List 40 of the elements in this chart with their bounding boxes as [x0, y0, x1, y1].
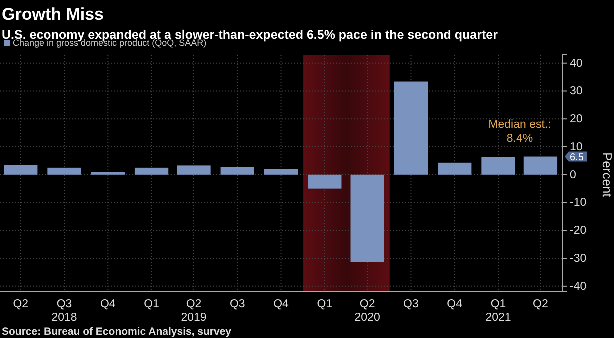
x-tick-label: Q4	[100, 298, 116, 311]
annotation: 6.5	[570, 152, 584, 164]
bar	[264, 169, 298, 175]
bar	[524, 156, 558, 175]
y-tick-label: 20	[570, 114, 583, 126]
bar	[91, 172, 125, 175]
y-tick-label: 10	[570, 141, 583, 154]
bar	[134, 168, 169, 175]
y-tick-label: -30	[570, 252, 587, 265]
source-note: Source: Bureau of Economic Analysis, survey	[2, 326, 232, 338]
bar	[394, 82, 428, 175]
x-tick-label: Q2	[533, 298, 548, 311]
x-tick-label: Q3	[230, 298, 246, 311]
x-tick-label: Q1	[144, 298, 160, 311]
bar	[482, 157, 516, 175]
x-tick-label: Q3	[404, 298, 419, 311]
y-tick-label: 0	[570, 169, 576, 182]
x-tick-label: Q2	[13, 298, 29, 311]
x-tick-label: Q1 2021	[486, 298, 512, 324]
chart-title: Growth Miss	[2, 5, 104, 24]
bar	[438, 162, 472, 175]
y-tick-label: -20	[570, 225, 587, 238]
bar	[220, 167, 254, 175]
bar	[350, 174, 384, 262]
annotation: Median est.: 8.4%	[488, 119, 552, 145]
y-tick-label: 40	[570, 58, 583, 70]
x-tick-label: Q1	[317, 298, 333, 311]
x-tick-label: Q4	[274, 298, 290, 311]
y-tick-label: 30	[570, 86, 583, 98]
y-axis-title: Percent	[600, 152, 614, 198]
x-tick-label: Q4	[447, 298, 464, 311]
bar	[177, 166, 211, 175]
x-tick-label: Q3 2018	[52, 298, 78, 324]
bar	[48, 168, 82, 175]
y-tick-label: -40	[570, 280, 587, 293]
x-tick-label: Q2 2019	[181, 298, 207, 324]
x-tick-label: Q2 2020	[354, 298, 380, 324]
y-tick-label: -10	[570, 197, 587, 210]
bar	[4, 165, 38, 175]
bar	[308, 174, 342, 189]
